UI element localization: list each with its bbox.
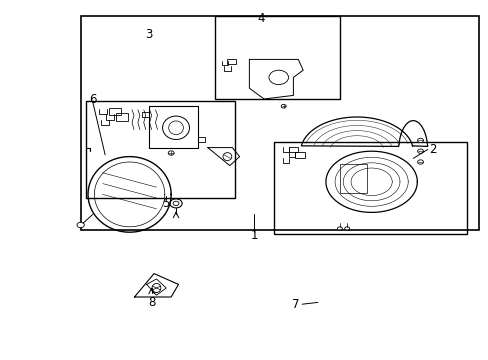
- Text: 2: 2: [428, 143, 436, 156]
- Bar: [339, 164, 366, 193]
- Bar: [116, 113, 128, 121]
- Ellipse shape: [77, 222, 84, 228]
- Text: 6: 6: [89, 93, 97, 105]
- Ellipse shape: [417, 149, 423, 153]
- Text: 3: 3: [145, 28, 153, 41]
- Bar: [109, 108, 121, 115]
- Ellipse shape: [168, 151, 174, 155]
- Bar: [288, 147, 298, 152]
- Bar: [273, 142, 466, 234]
- Ellipse shape: [417, 160, 423, 164]
- Bar: [85, 101, 234, 198]
- Bar: [149, 106, 198, 148]
- Ellipse shape: [281, 104, 285, 108]
- Bar: [294, 152, 304, 158]
- Ellipse shape: [344, 227, 349, 230]
- Text: 4: 4: [257, 12, 265, 24]
- Text: 5: 5: [162, 197, 170, 210]
- Text: 1: 1: [250, 229, 258, 242]
- Ellipse shape: [417, 138, 423, 143]
- Ellipse shape: [170, 199, 182, 208]
- Ellipse shape: [173, 201, 179, 206]
- Ellipse shape: [337, 227, 342, 230]
- Bar: [81, 16, 478, 230]
- Text: 8: 8: [147, 296, 155, 309]
- Bar: [215, 16, 339, 99]
- Bar: [227, 59, 236, 64]
- Text: 7: 7: [291, 298, 299, 311]
